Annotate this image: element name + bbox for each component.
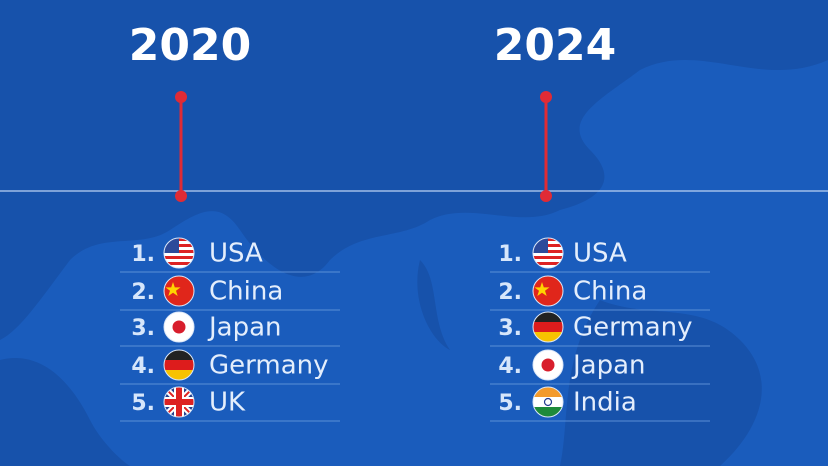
rank-number: 4. xyxy=(498,354,522,379)
rank-number: 1. xyxy=(498,242,522,267)
country-name: Germany xyxy=(209,351,329,381)
flag-border xyxy=(163,386,195,418)
rank-number: 1. xyxy=(131,242,155,267)
country-name: China xyxy=(573,277,647,307)
year: 2020 xyxy=(129,20,251,71)
rank-number: 5. xyxy=(498,391,522,416)
rank-number: 2. xyxy=(498,280,522,305)
flag-border xyxy=(163,275,195,307)
country-name: USA xyxy=(209,239,263,269)
connector-dot xyxy=(540,190,552,202)
rank-number: 3. xyxy=(498,316,522,341)
rank-number: 4. xyxy=(131,354,155,379)
flag-border xyxy=(163,237,195,269)
country-name: USA xyxy=(573,239,627,269)
year: 2024 xyxy=(494,20,616,71)
flag-border xyxy=(532,237,564,269)
flag-border xyxy=(532,349,564,381)
connector-dot xyxy=(175,190,187,202)
flag-border xyxy=(532,275,564,307)
country-name: Germany xyxy=(573,313,693,343)
flag-border xyxy=(532,311,564,343)
flag-border xyxy=(163,349,195,381)
flag-border xyxy=(163,311,195,343)
flag-border xyxy=(532,386,564,418)
rank-number: 5. xyxy=(131,391,155,416)
country-name: China xyxy=(209,277,283,307)
rank-number: 2. xyxy=(131,280,155,305)
country-name: India xyxy=(573,388,637,418)
rank-number: 3. xyxy=(131,316,155,341)
connector-dot xyxy=(540,91,552,103)
country-name: Japan xyxy=(207,313,282,343)
connector-dot xyxy=(175,91,187,103)
country-name: Japan xyxy=(571,351,646,381)
country-name: UK xyxy=(209,388,246,418)
